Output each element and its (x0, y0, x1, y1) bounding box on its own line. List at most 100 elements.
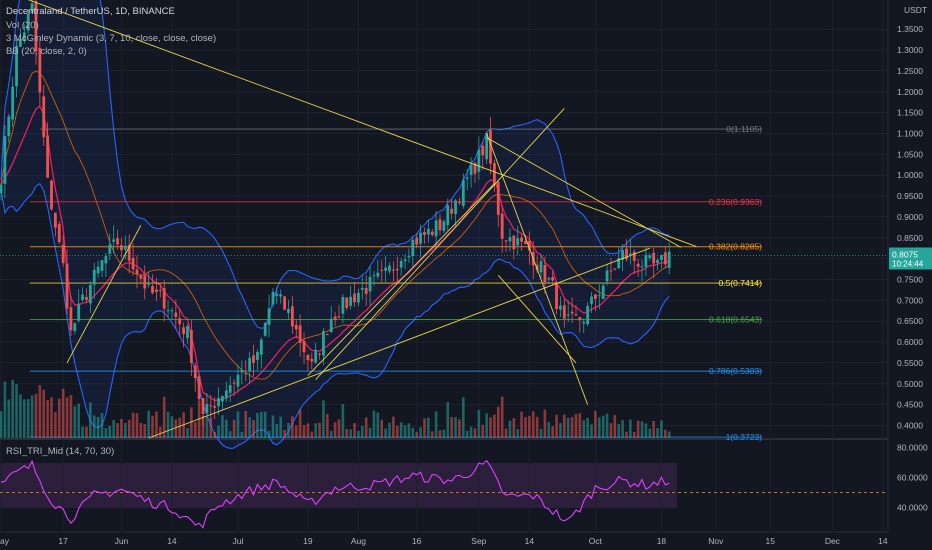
rsi-band-fill (0, 463, 677, 508)
candle-body (42, 96, 46, 138)
candle-body (489, 130, 492, 164)
volume-bar (364, 417, 368, 438)
volume-bar (42, 389, 46, 438)
volume-bar (613, 415, 617, 438)
volume-bar (481, 424, 485, 438)
candle-body (314, 349, 318, 363)
volume-bar (361, 425, 364, 438)
volume-bar (594, 410, 597, 438)
fib-level-label: 0(1.1105) (726, 124, 762, 134)
volume-bar (477, 409, 481, 438)
trendline-jul-aug (307, 183, 495, 376)
price-tick: 0.4000 (897, 420, 923, 430)
candle-body (636, 263, 640, 267)
candle-body (481, 145, 485, 156)
volume-bar (57, 398, 61, 438)
trendline-ascending-support (148, 247, 650, 439)
volume-bar (81, 426, 84, 438)
trend-lines (27, 0, 697, 439)
candle-body (306, 354, 310, 361)
candle-body (524, 241, 527, 244)
volume-bar (442, 429, 446, 438)
fib-retracement: 0(1.1105) 0.236(0.9363) 0.382(0.8285) 0.5(0… (29, 124, 762, 442)
volume-bar (112, 419, 115, 438)
volume-bar (73, 406, 77, 438)
candle-body (298, 325, 302, 343)
volume-bar (0, 411, 3, 438)
candle-body (430, 231, 434, 235)
volume-bar (566, 417, 570, 438)
volume-bar (664, 429, 667, 438)
candle-body (345, 297, 349, 308)
candle-body (77, 303, 81, 321)
candle-body (193, 365, 197, 378)
price-tick: 1.2500 (897, 66, 923, 76)
volume-bar (601, 415, 605, 438)
volume-bar (500, 396, 504, 438)
volume-bar (15, 384, 18, 438)
volume-bar (333, 422, 337, 438)
candle-body (438, 219, 442, 231)
candle-body (364, 287, 368, 295)
candle-body (100, 260, 104, 271)
volume-bar (306, 423, 310, 438)
candle-body (376, 272, 380, 277)
volume-bar (384, 428, 387, 438)
candle-body (543, 264, 547, 283)
candle-body (621, 250, 624, 260)
volume-bar (143, 424, 147, 438)
volume-bar (314, 423, 317, 438)
candle-body (504, 240, 508, 242)
volume-bar (496, 406, 500, 438)
volume-bar (667, 431, 671, 438)
volume-bar (209, 418, 213, 438)
candle-body (26, 14, 30, 31)
candle-body (201, 398, 205, 415)
volume-bar (244, 411, 248, 438)
time-tick: 16 (412, 536, 422, 546)
volume-bar (213, 431, 216, 438)
candle-body (640, 266, 644, 268)
candle-body (434, 220, 438, 237)
candle-body (240, 369, 244, 373)
candle-body (11, 86, 15, 120)
candle-body (594, 294, 597, 299)
candle-body (263, 322, 267, 336)
price-tick: 0.6000 (897, 337, 923, 347)
trendline-sep-top (486, 137, 682, 248)
candle-body (302, 341, 306, 353)
volume-bar (368, 427, 372, 438)
candle-body (81, 294, 84, 300)
candle-body (186, 326, 189, 339)
volume-bar (291, 416, 294, 438)
volume-bar (50, 397, 53, 438)
candle-body (151, 285, 154, 294)
candle-body (399, 260, 403, 268)
candle-body (485, 133, 489, 160)
candle-body (663, 252, 667, 265)
candle-body (182, 327, 185, 334)
candle-body (174, 312, 178, 317)
volume-bar (570, 417, 574, 438)
bb-basis (0, 70, 670, 380)
price-tick: 1.2000 (897, 87, 923, 97)
volume-bar (462, 397, 465, 438)
candle-body (477, 149, 481, 172)
volume-bar (170, 416, 174, 438)
volume-bar (236, 411, 240, 438)
bb-lower-band (0, 182, 670, 449)
legend-rsi: RSI_TRI_Mid (14, 70, 30) (6, 446, 114, 457)
candle-body (3, 136, 7, 185)
volume-bar (489, 417, 492, 438)
volume-bar (458, 419, 461, 438)
volume-bar (652, 421, 655, 438)
volume-bar (197, 401, 201, 438)
volume-bar (217, 425, 220, 438)
mcginley-indicator-label: 3 McGinley Dynamic (3, 7, 10, close, clo… (6, 33, 217, 44)
price-tick: 1.3000 (897, 45, 923, 55)
volume-bar (625, 431, 628, 438)
candle-body (465, 177, 469, 180)
volume-bar (590, 424, 593, 438)
time-tick: 18 (657, 536, 667, 546)
